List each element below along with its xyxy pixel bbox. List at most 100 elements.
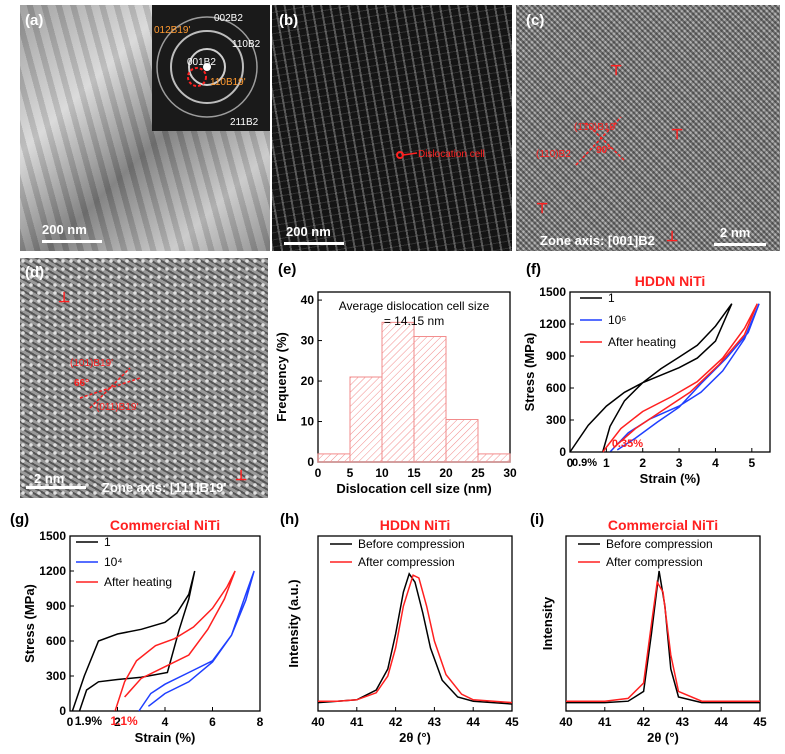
saed-label-6: 110B19': [210, 77, 246, 88]
plane-label-d1: (101)B19': [70, 358, 113, 369]
chart-xrd-h: 40 41 42 43 44 45 2θ (°) Intensity (a.u.) (h) HDD…: [280, 511, 519, 745]
legend-label-0: 1: [104, 535, 111, 549]
y-tick-label: 0: [559, 445, 566, 459]
y-tick-label: 900: [46, 599, 66, 613]
legend-label-0: Before compression: [358, 537, 465, 551]
x-tick-label: 40: [559, 715, 573, 729]
x-tick-label: 0: [67, 715, 74, 729]
y-tick-label: 1500: [539, 285, 566, 299]
x-tick-label: 42: [389, 715, 403, 729]
saed-label-5: 012B19': [154, 25, 190, 36]
chart-stress-strain-f: 0 1 2 3 4 5 0 300 600 900 1200 1500 Strain (%) Stress…: [522, 261, 771, 486]
series-line-0: [71, 570, 196, 712]
x-axis-label: Dislocation cell size (nm): [336, 481, 491, 496]
scale-bar-label-b: 200 nm: [286, 224, 331, 239]
panel-label: (e): [278, 261, 296, 278]
histogram-bar: [317, 453, 351, 463]
y-axis-label: Frequency (%): [274, 332, 289, 422]
tem-image-a: 002B2 110B2 001B2 211B2 012B19' 110B19' …: [20, 5, 270, 251]
x-tick-label: 45: [505, 715, 519, 729]
x-axis-label: 2θ (°): [399, 730, 431, 745]
x-axis-label: Strain (%): [135, 730, 196, 745]
residual-strain-label-2: 0.35%: [612, 438, 643, 450]
y-tick-label: 20: [301, 374, 315, 388]
chart-histogram-e: 0 5 10 15 20 25 30 0 10 20 30 40 Dislocation cell si…: [274, 261, 517, 496]
x-tick-label: 40: [311, 715, 325, 729]
series-line-0: [566, 570, 760, 704]
histogram-bar: [413, 336, 447, 463]
svg-text:⊤: ⊤: [536, 200, 548, 216]
svg-text:⊥: ⊥: [666, 228, 678, 244]
angle-label-d: 66°: [74, 378, 89, 389]
x-tick-label: 43: [676, 715, 690, 729]
annotation-text: = 14.15 nm: [384, 314, 444, 328]
x-tick-label: 5: [347, 466, 354, 480]
x-tick-label: 2: [639, 456, 646, 470]
x-tick-label: 20: [439, 466, 453, 480]
series-line-1: [566, 579, 760, 702]
x-tick-label: 3: [676, 456, 683, 470]
x-tick-label: 30: [503, 466, 517, 480]
series-line-0: [569, 303, 733, 453]
legend-label-0: 1: [608, 291, 615, 305]
x-tick-label: 41: [350, 715, 364, 729]
series-line-0: [317, 572, 513, 705]
chart-title: Commercial NiTi: [110, 517, 220, 533]
x-tick-label: 45: [753, 715, 767, 729]
y-tick-label: 900: [546, 349, 566, 363]
legend-label-2: After heating: [104, 575, 172, 589]
zone-axis-c: Zone axis: [001]B2: [540, 233, 655, 248]
chart-title: Commercial NiTi: [608, 517, 718, 533]
panel-label: (g): [10, 511, 29, 528]
x-tick-label: 5: [748, 456, 755, 470]
x-tick-label: 2: [114, 715, 121, 729]
annotation-text: Average dislocation cell size: [339, 299, 490, 313]
saed-label-2: 110B2: [232, 39, 261, 50]
x-tick-label: 1: [603, 456, 610, 470]
y-axis-label: Stress (MPa): [522, 333, 537, 412]
series-line-2: [602, 303, 758, 453]
panel-label: (f): [526, 261, 541, 278]
histogram-bar: [445, 419, 479, 463]
hrtem-image-d: (101)B19' (011)B19' 66° ⊥ ⊥ 2 nm Zone ax…: [20, 258, 268, 498]
x-tick-label: 41: [598, 715, 612, 729]
x-tick-label: 0: [315, 466, 322, 480]
y-tick-label: 10: [301, 415, 315, 429]
y-axis-label: Intensity: [540, 596, 555, 650]
tem-image-b: Dislocation cell 200 nm: [272, 5, 512, 251]
y-tick-label: 600: [546, 381, 566, 395]
y-tick-label: 40: [301, 293, 315, 307]
panel-label-c: (c): [526, 12, 545, 29]
series-line-2: [114, 570, 236, 712]
y-tick-label: 0: [307, 455, 314, 469]
y-tick-label: 0: [59, 704, 66, 718]
panel-label: (i): [530, 511, 544, 528]
scale-bar-label-c: 2 nm: [720, 225, 751, 240]
chart-xrd-i: 40 41 42 43 44 45 2θ (°) Intensity (i) Commercial…: [530, 511, 767, 745]
plot-frame: [317, 535, 513, 712]
panel-label-a: (a): [25, 12, 44, 29]
legend-label-1: After compression: [358, 555, 455, 569]
zone-axis-d: Zone axis: [1̄11]B19': [102, 480, 227, 495]
panel-label-b: (b): [279, 12, 299, 29]
svg-text:⊥: ⊥: [235, 467, 247, 483]
y-tick-label: 1200: [539, 317, 566, 331]
panel-label: (h): [280, 511, 299, 528]
x-tick-label: 44: [715, 715, 729, 729]
x-tick-label: 15: [407, 466, 421, 480]
y-tick-label: 1500: [39, 529, 66, 543]
residual-strain-label-2: 1.1%: [110, 714, 138, 728]
x-tick-label: 42: [637, 715, 651, 729]
svg-text:⊤: ⊤: [610, 62, 622, 78]
histogram-bar: [349, 376, 383, 463]
legend-label-1: 10⁴: [104, 555, 123, 569]
y-tick-label: 1200: [39, 564, 66, 578]
scale-bar-label-d: 2 nm: [34, 471, 65, 486]
chart-stress-strain-g: 0 2 4 6 8 0 300 600 900 1200 1500 Strain (%) Stress …: [10, 511, 264, 745]
x-tick-label: 25: [471, 466, 485, 480]
y-tick-label: 300: [546, 413, 566, 427]
y-axis-label: Stress (MPa): [22, 584, 37, 663]
series-line-1: [609, 303, 760, 453]
x-tick-label: 0: [567, 456, 574, 470]
residual-strain-label-1: 0.9%: [572, 457, 597, 469]
